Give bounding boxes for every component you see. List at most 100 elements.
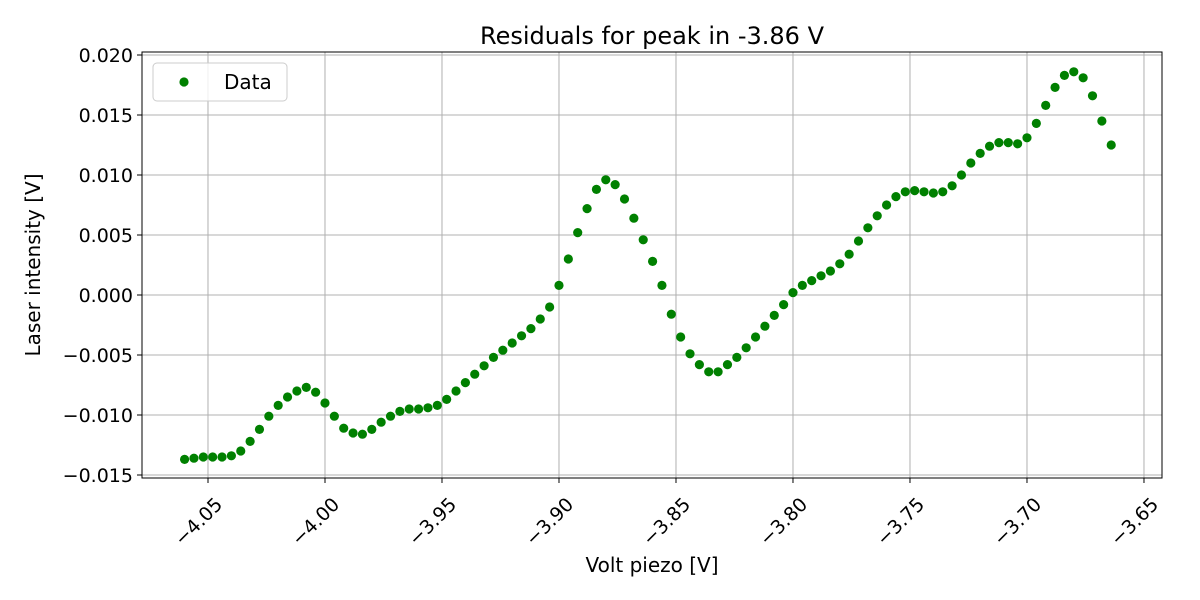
data-point bbox=[208, 452, 218, 462]
y-tick-label: 0.020 bbox=[79, 45, 133, 67]
data-point bbox=[881, 200, 892, 210]
data-point bbox=[610, 180, 620, 190]
grid bbox=[137, 52, 1162, 483]
data-point bbox=[835, 259, 845, 269]
data-point bbox=[676, 332, 686, 342]
data-point bbox=[779, 300, 789, 310]
data-point bbox=[647, 256, 658, 266]
data-point bbox=[956, 170, 967, 180]
data-point bbox=[348, 428, 358, 438]
data-point bbox=[404, 404, 414, 414]
data-point bbox=[413, 404, 424, 414]
y-tick-label: −0.015 bbox=[63, 465, 133, 487]
data-point bbox=[395, 406, 405, 416]
y-tick-label: 0.010 bbox=[79, 165, 133, 187]
data-point bbox=[947, 181, 957, 191]
x-tick-label: −3.65 bbox=[1106, 494, 1163, 551]
data-point bbox=[872, 211, 882, 221]
data-point bbox=[545, 302, 555, 312]
data-point bbox=[451, 386, 461, 396]
data-point bbox=[657, 280, 667, 290]
x-tick-label: −3.85 bbox=[638, 494, 695, 551]
y-tick-label: −0.005 bbox=[63, 345, 133, 367]
x-tick-label: −3.95 bbox=[404, 494, 461, 551]
x-tick-label: −3.75 bbox=[872, 494, 929, 551]
y-tick-label: 0.015 bbox=[79, 105, 133, 127]
legend: Data bbox=[152, 62, 288, 102]
data-point bbox=[301, 382, 311, 392]
x-axis-label: Volt piezo [V] bbox=[585, 553, 718, 577]
data-point bbox=[573, 228, 583, 238]
data-point bbox=[1097, 116, 1107, 126]
data-point bbox=[994, 138, 1004, 148]
data-point bbox=[591, 184, 602, 194]
data-point bbox=[853, 236, 864, 246]
data-point bbox=[619, 194, 630, 204]
data-point bbox=[984, 141, 995, 151]
data-point bbox=[554, 280, 564, 290]
data-point bbox=[825, 266, 836, 276]
x-tick-label: −3.90 bbox=[521, 494, 578, 551]
data-point bbox=[788, 288, 798, 298]
data-point bbox=[442, 394, 452, 404]
marks bbox=[179, 67, 1116, 464]
data-point bbox=[769, 310, 779, 320]
data-point bbox=[273, 400, 283, 410]
data-point bbox=[638, 235, 648, 245]
data-point bbox=[966, 158, 976, 168]
data-point bbox=[863, 223, 873, 233]
data-point bbox=[919, 187, 929, 197]
legend-label: Data bbox=[224, 70, 272, 94]
x-tick-label: −4.05 bbox=[170, 494, 227, 551]
data-point bbox=[329, 411, 339, 421]
data-point bbox=[629, 213, 639, 223]
data-point bbox=[264, 411, 274, 421]
data-point bbox=[1087, 91, 1098, 101]
data-point bbox=[807, 276, 817, 286]
x-tick-label: −4.00 bbox=[287, 494, 344, 551]
data-point bbox=[470, 369, 480, 379]
data-point bbox=[844, 249, 854, 259]
data-point bbox=[1041, 100, 1051, 110]
data-point bbox=[198, 452, 208, 462]
chart-title: Residuals for peak in -3.86 V bbox=[480, 22, 825, 50]
data-point bbox=[376, 417, 386, 427]
data-point bbox=[488, 352, 499, 362]
data-point bbox=[339, 423, 349, 433]
data-point bbox=[816, 271, 826, 281]
data-point bbox=[320, 398, 330, 408]
data-point bbox=[685, 349, 695, 359]
y-axis-label: Laser intensity [V] bbox=[21, 173, 45, 356]
y-tick-label: 0.005 bbox=[79, 225, 133, 247]
data-point bbox=[1106, 140, 1116, 150]
x-tick-label: −3.70 bbox=[989, 494, 1046, 551]
data-point bbox=[1069, 67, 1079, 77]
data-point bbox=[666, 309, 676, 319]
data-point bbox=[938, 187, 948, 197]
data-point bbox=[179, 454, 190, 464]
data-point bbox=[928, 188, 938, 198]
data-point bbox=[1022, 133, 1032, 143]
data-point bbox=[526, 324, 536, 334]
data-point bbox=[385, 411, 396, 421]
data-point bbox=[189, 453, 199, 463]
data-point bbox=[460, 378, 470, 388]
data-point bbox=[713, 367, 723, 377]
data-point bbox=[423, 403, 433, 413]
data-point bbox=[1050, 82, 1060, 92]
data-point bbox=[1059, 70, 1070, 80]
data-point bbox=[750, 332, 761, 342]
data-point bbox=[722, 360, 733, 370]
data-point bbox=[226, 451, 236, 461]
x-tick-label: −3.80 bbox=[755, 494, 812, 551]
data-point bbox=[498, 345, 508, 355]
data-point bbox=[704, 367, 714, 377]
data-point bbox=[311, 387, 321, 397]
legend-box bbox=[152, 62, 288, 102]
data-point bbox=[432, 400, 442, 410]
data-point bbox=[292, 386, 302, 396]
data-point bbox=[1013, 139, 1023, 149]
y-tick-label: −0.010 bbox=[63, 405, 133, 427]
